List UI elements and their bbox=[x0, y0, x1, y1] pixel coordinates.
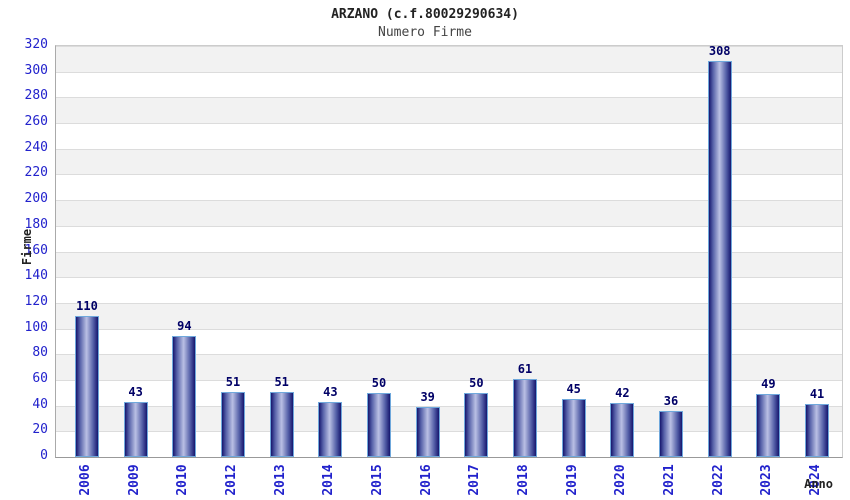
y-tick-label: 240 bbox=[24, 139, 48, 155]
x-tick-label: 2018 bbox=[516, 464, 532, 496]
x-tick-label: 2019 bbox=[564, 464, 580, 496]
x-tick-label: 2016 bbox=[418, 464, 434, 496]
y-tick-label: 120 bbox=[24, 293, 48, 309]
y-axis-title: Firme bbox=[20, 228, 34, 266]
bar bbox=[805, 404, 830, 457]
bar-value-label: 50 bbox=[469, 375, 484, 390]
bar-value-label: 39 bbox=[420, 389, 435, 404]
x-tick-label: 2014 bbox=[321, 464, 337, 496]
bar bbox=[269, 391, 294, 457]
bar bbox=[561, 399, 586, 457]
y-tick-label: 20 bbox=[32, 422, 48, 438]
x-tick-label: 2015 bbox=[370, 464, 386, 496]
y-tick-label: 320 bbox=[24, 37, 48, 52]
chart-title: ARZANO (c.f.80029290634) bbox=[331, 7, 519, 22]
y-tick-label: 300 bbox=[24, 62, 48, 78]
x-tick-label: 2009 bbox=[126, 464, 142, 496]
bar bbox=[221, 391, 245, 457]
gridline bbox=[56, 46, 842, 47]
bar-value-label: 51 bbox=[225, 374, 241, 389]
y-tick-label: 200 bbox=[24, 191, 48, 207]
gridline bbox=[56, 406, 842, 407]
bar bbox=[75, 315, 99, 457]
bar-value-label: 42 bbox=[615, 386, 630, 401]
y-tick-label: 160 bbox=[24, 242, 48, 258]
x-tick-label: 2010 bbox=[175, 464, 191, 496]
bar-value-label: 308 bbox=[708, 44, 731, 59]
bar-value-label: 36 bbox=[663, 393, 679, 408]
x-tick-label: 2023 bbox=[759, 464, 775, 496]
gridline bbox=[56, 431, 842, 432]
gridline bbox=[56, 354, 842, 355]
y-tick-label: 180 bbox=[24, 216, 48, 232]
gridline bbox=[56, 252, 842, 253]
y-tick-label: 60 bbox=[32, 370, 48, 386]
y-tick-label: 0 bbox=[40, 448, 48, 463]
y-tick-label: 220 bbox=[24, 165, 48, 181]
y-tick-label: 40 bbox=[32, 396, 48, 412]
x-tick-label: 2017 bbox=[467, 464, 483, 496]
gridline bbox=[56, 174, 842, 175]
bar-value-label: 41 bbox=[809, 387, 825, 402]
bar-value-label: 110 bbox=[76, 298, 98, 313]
bar bbox=[172, 336, 197, 457]
x-axis-title: Anno bbox=[804, 477, 833, 491]
bar-value-label: 94 bbox=[177, 319, 192, 334]
bar-value-label: 43 bbox=[128, 384, 143, 399]
gridline bbox=[56, 200, 842, 201]
x-tick-label: 2021 bbox=[662, 464, 678, 496]
bar-value-label: 45 bbox=[566, 382, 581, 397]
gridline bbox=[56, 72, 842, 73]
bar bbox=[318, 401, 343, 457]
bar bbox=[123, 401, 148, 457]
bar bbox=[367, 392, 392, 457]
x-tick-label: 2022 bbox=[710, 464, 726, 496]
bar bbox=[610, 403, 635, 457]
bar bbox=[464, 392, 489, 457]
y-tick-label: 280 bbox=[24, 88, 48, 104]
bar bbox=[756, 394, 781, 457]
bar-value-label: 43 bbox=[323, 384, 338, 399]
bar-value-label: 51 bbox=[274, 374, 289, 389]
bar-value-label: 50 bbox=[371, 375, 387, 390]
bar bbox=[513, 378, 538, 457]
gridline bbox=[56, 303, 842, 304]
gridline bbox=[56, 380, 842, 381]
gridline bbox=[56, 277, 842, 278]
x-tick-label: 2020 bbox=[613, 464, 629, 496]
gridline bbox=[56, 329, 842, 330]
gridline bbox=[56, 226, 842, 227]
gridline bbox=[56, 149, 842, 150]
y-tick-label: 80 bbox=[32, 345, 48, 361]
bar bbox=[415, 406, 440, 457]
y-tick-label: 100 bbox=[24, 319, 48, 335]
x-tick-label: 2013 bbox=[272, 464, 288, 496]
x-tick-label: 2006 bbox=[78, 464, 93, 496]
bar bbox=[659, 410, 684, 457]
x-tick-label: 2012 bbox=[224, 464, 239, 496]
gridline bbox=[56, 123, 842, 124]
bar-value-label: 61 bbox=[517, 361, 533, 376]
y-tick-label: 140 bbox=[24, 268, 48, 284]
chart-subtitle: Numero Firme bbox=[378, 25, 472, 40]
y-tick-label: 260 bbox=[24, 114, 48, 130]
bar-value-label: 49 bbox=[761, 377, 776, 392]
gridline bbox=[56, 97, 842, 98]
bar bbox=[707, 61, 732, 457]
plot-area: 110 43 94 51 51 43 50 39 50 61 45 42 36 308 49 41 bbox=[55, 44, 843, 458]
